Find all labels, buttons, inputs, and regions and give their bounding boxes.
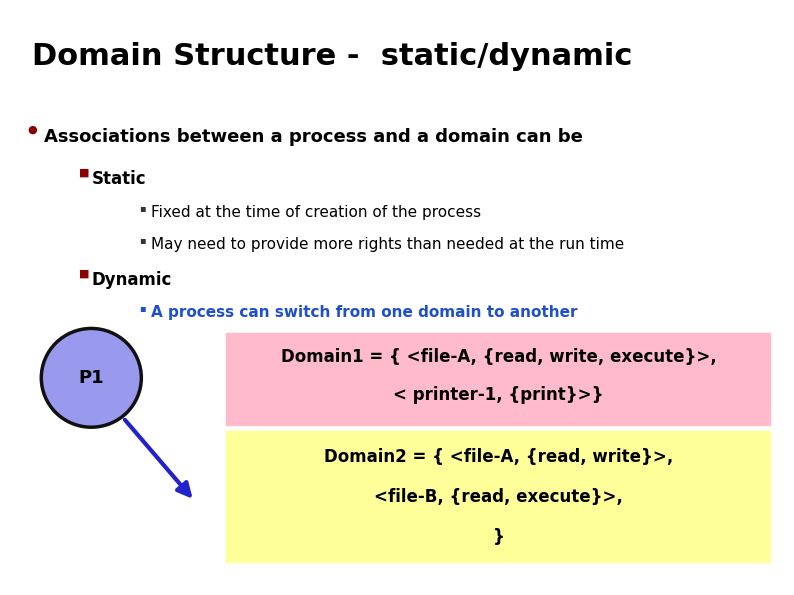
Text: Fixed at the time of creation of the process: Fixed at the time of creation of the pro… xyxy=(151,205,481,220)
Text: Domain2 = { <file-A, {read, write}>,: Domain2 = { <file-A, {read, write}>, xyxy=(324,448,673,466)
Text: Associations between a process and a domain can be: Associations between a process and a dom… xyxy=(44,128,583,146)
Text: Domain1 = { <file-A, {read, write, execute}>,: Domain1 = { <file-A, {read, write, execu… xyxy=(281,348,716,366)
Text: ▪: ▪ xyxy=(139,203,145,214)
Text: ■: ■ xyxy=(79,268,90,278)
Text: Static: Static xyxy=(91,170,146,187)
Text: <file-B, {read, execute}>,: <file-B, {read, execute}>, xyxy=(374,488,623,506)
FancyBboxPatch shape xyxy=(226,431,770,562)
Text: ■: ■ xyxy=(79,167,90,177)
Ellipse shape xyxy=(41,328,141,427)
Text: ▪: ▪ xyxy=(139,303,145,313)
Text: A process can switch from one domain to another: A process can switch from one domain to … xyxy=(151,305,577,320)
Text: P1: P1 xyxy=(79,369,104,387)
Text: }: } xyxy=(493,528,504,546)
Text: Domain Structure -  static/dynamic: Domain Structure - static/dynamic xyxy=(32,42,632,71)
Text: May need to provide more rights than needed at the run time: May need to provide more rights than nee… xyxy=(151,237,624,252)
Text: < printer-1, {print}>}: < printer-1, {print}>} xyxy=(393,386,604,404)
Text: Dynamic: Dynamic xyxy=(91,271,172,289)
Text: ▪: ▪ xyxy=(139,235,145,245)
Text: ●: ● xyxy=(28,125,37,135)
FancyBboxPatch shape xyxy=(226,333,770,425)
